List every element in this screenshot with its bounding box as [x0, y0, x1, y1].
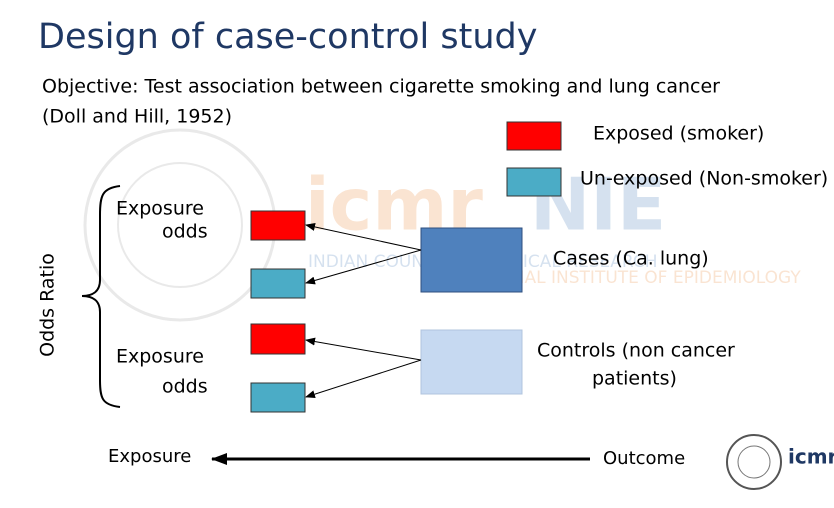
unexposed-box [250, 382, 306, 413]
odds-label: Exposure [116, 198, 204, 220]
odds-ratio-label: Odds Ratio [37, 253, 59, 357]
brace [81, 185, 121, 408]
seal-inner [117, 162, 243, 288]
arrow [305, 249, 422, 285]
cases-box [420, 227, 523, 293]
arrow [305, 337, 422, 361]
exposed-box [250, 210, 306, 241]
odds-label: odds [162, 221, 208, 243]
footer-seal [726, 434, 782, 490]
arrow [305, 223, 422, 251]
odds-label: Exposure [116, 346, 204, 368]
controls-box [420, 329, 523, 395]
odds-label: odds [162, 376, 208, 398]
exposed-box [250, 323, 306, 355]
objective: Objective: Test association between ciga… [42, 76, 720, 98]
controls-label: Controls (non cancer [537, 340, 735, 362]
outcome-label: Outcome [603, 448, 685, 469]
cases-label: Cases (Ca. lung) [553, 248, 709, 270]
slide-title: Design of case-control study [38, 17, 537, 57]
arrow [305, 359, 422, 399]
legend-label: Un-exposed (Non-smoker) [580, 168, 828, 190]
legend-swatch [506, 121, 562, 151]
citation: (Doll and Hill, 1952) [42, 106, 232, 128]
legend-swatch [506, 167, 562, 197]
unexposed-box [250, 268, 306, 299]
watermark-line2: NATIONAL INSTITUTE OF EPIDEMIOLOGY [460, 268, 801, 288]
footer-logo: icmr [788, 445, 834, 469]
exposure-label: Exposure [108, 446, 191, 467]
legend-label: Exposed (smoker) [593, 123, 764, 145]
footer-seal-inner [737, 445, 771, 479]
controls-label: patients) [592, 368, 677, 390]
